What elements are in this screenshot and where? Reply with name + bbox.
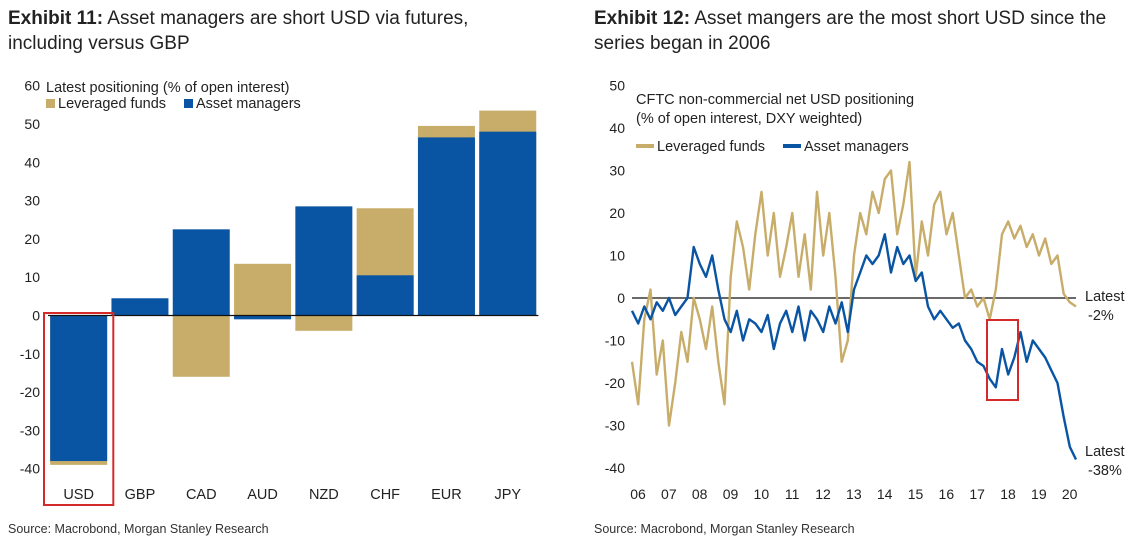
- y-tick-label: -30: [605, 418, 625, 434]
- x-tick-label: GBP: [125, 487, 156, 503]
- annotation-latest-leveraged: Latest: [1085, 289, 1125, 305]
- y-tick-label: -10: [605, 333, 625, 349]
- legend-label-asset-managers: Asset managers: [196, 96, 301, 112]
- bar-asset-managers-jpy: [479, 131, 537, 316]
- line-chart: 50 40 30 20 10 0 -10 -20 -30 -40 06 07 08 09 10 11 12 13 1…: [605, 78, 1125, 503]
- x-tick-label: AUD: [247, 487, 278, 503]
- x-tick-label: 16: [939, 486, 955, 502]
- y-tick-label: 40: [609, 120, 625, 136]
- x-tick-label: 06: [630, 486, 646, 502]
- line-asset-managers: [630, 233, 1078, 461]
- bar-leveraged-funds-cad: [172, 315, 230, 377]
- y-tick-label: 10: [24, 269, 40, 285]
- exhibit-12-title: Exhibit 12: Asset mangers are the most s…: [594, 6, 1106, 56]
- bar-asset-managers-eur: [417, 137, 475, 316]
- exhibit-11-title-line1: Asset managers are short USD via futures…: [107, 8, 469, 29]
- x-tick-label: 08: [692, 486, 708, 502]
- exhibit-12: Exhibit 12: Asset mangers are the most s…: [590, 0, 1147, 545]
- legend-label-leveraged-funds: Leveraged funds: [657, 139, 765, 155]
- x-tick-label: 14: [877, 486, 893, 502]
- y-tick-label: 0: [617, 290, 625, 306]
- x-tick-label: 12: [815, 486, 831, 502]
- annotation-latest-asset-value: -38%: [1088, 463, 1122, 479]
- y-tick-label: -40: [20, 461, 40, 477]
- bar-asset-managers-cad: [172, 229, 230, 316]
- chart-subtitle-line2: (% of open interest, DXY weighted): [636, 111, 862, 127]
- chart-subtitle: Latest positioning (% of open interest): [46, 80, 289, 96]
- exhibit-11-label: Exhibit 11:: [8, 8, 104, 29]
- x-tick-label: 09: [723, 486, 739, 502]
- x-tick-label: 10: [754, 486, 770, 502]
- x-tick-label: CAD: [186, 487, 217, 503]
- exhibit-11-title-line2: including versus GBP: [8, 33, 190, 54]
- usd-highlight-box: [43, 312, 115, 506]
- y-tick-label: 60: [24, 78, 40, 94]
- x-tick-label: 07: [661, 486, 677, 502]
- x-tick-label: 17: [969, 486, 985, 502]
- x-tick-label: 19: [1031, 486, 1047, 502]
- x-tick-label: 13: [846, 486, 862, 502]
- x-tick-label: USD: [63, 487, 94, 503]
- y-tick-label: 30: [609, 163, 625, 179]
- y-tick-label: -10: [20, 346, 40, 362]
- exhibit-12-label: Exhibit 12:: [594, 8, 691, 29]
- x-tick-label: 20: [1062, 486, 1078, 502]
- y-tick-label: 40: [24, 154, 40, 170]
- highlight-box-2018: [986, 319, 1019, 401]
- x-tick-label: 18: [1000, 486, 1016, 502]
- bar-asset-managers-gbp: [111, 298, 169, 316]
- exhibit-12-title-line1: Asset mangers are the most short USD sin…: [694, 8, 1107, 29]
- exhibit-12-source: Source: Macrobond, Morgan Stanley Resear…: [594, 522, 855, 536]
- annotation-latest-leveraged-value: -2%: [1088, 308, 1114, 324]
- legend-swatch-asset-managers: [184, 99, 193, 108]
- chart-subtitle-line1: CFTC non-commercial net USD positioning: [636, 92, 914, 108]
- bar-leveraged-funds-nzd: [295, 315, 353, 331]
- line-leveraged-funds: [630, 160, 1077, 427]
- x-tick-label: CHF: [370, 487, 400, 503]
- bar-asset-managers-aud: [234, 315, 292, 320]
- y-tick-label: 10: [609, 248, 625, 264]
- y-tick-label: -40: [605, 460, 625, 476]
- annotation-latest-asset: Latest: [1085, 444, 1125, 460]
- y-tick-label: 20: [609, 205, 625, 221]
- legend-label-leveraged-funds: Leveraged funds: [58, 96, 166, 112]
- bar-asset-managers-usd: [50, 315, 108, 462]
- legend-swatch-leveraged-funds: [46, 99, 55, 108]
- bar-chart: 60 50 40 30 20 10 0 -10 -20 -30 -40 Latest position…: [20, 78, 539, 506]
- y-tick-label: 30: [24, 193, 40, 209]
- legend-label-asset-managers: Asset managers: [804, 139, 909, 155]
- y-tick-label: -30: [20, 422, 40, 438]
- bar-leveraged-funds-aud: [234, 263, 292, 316]
- y-tick-label: 50: [24, 116, 40, 132]
- bar-asset-managers-nzd: [295, 206, 353, 316]
- exhibit-11-source: Source: Macrobond, Morgan Stanley Resear…: [8, 522, 269, 536]
- bar-asset-managers-chf: [356, 275, 414, 316]
- x-tick-label: JPY: [494, 487, 521, 503]
- exhibit-11-title: Exhibit 11: Asset managers are short USD…: [8, 6, 468, 56]
- exhibit-12-title-line2: series began in 2006: [594, 33, 771, 54]
- y-tick-label: 0: [32, 308, 40, 324]
- x-tick-label: 15: [908, 486, 924, 502]
- x-tick-label: NZD: [309, 487, 339, 503]
- y-tick-label: 50: [609, 78, 625, 94]
- y-tick-label: -20: [20, 384, 40, 400]
- x-tick-label: EUR: [431, 487, 462, 503]
- y-tick-label: 20: [24, 231, 40, 247]
- y-tick-label: -20: [605, 375, 625, 391]
- exhibit-11: Exhibit 11: Asset managers are short USD…: [0, 0, 570, 545]
- x-tick-label: 11: [785, 486, 800, 502]
